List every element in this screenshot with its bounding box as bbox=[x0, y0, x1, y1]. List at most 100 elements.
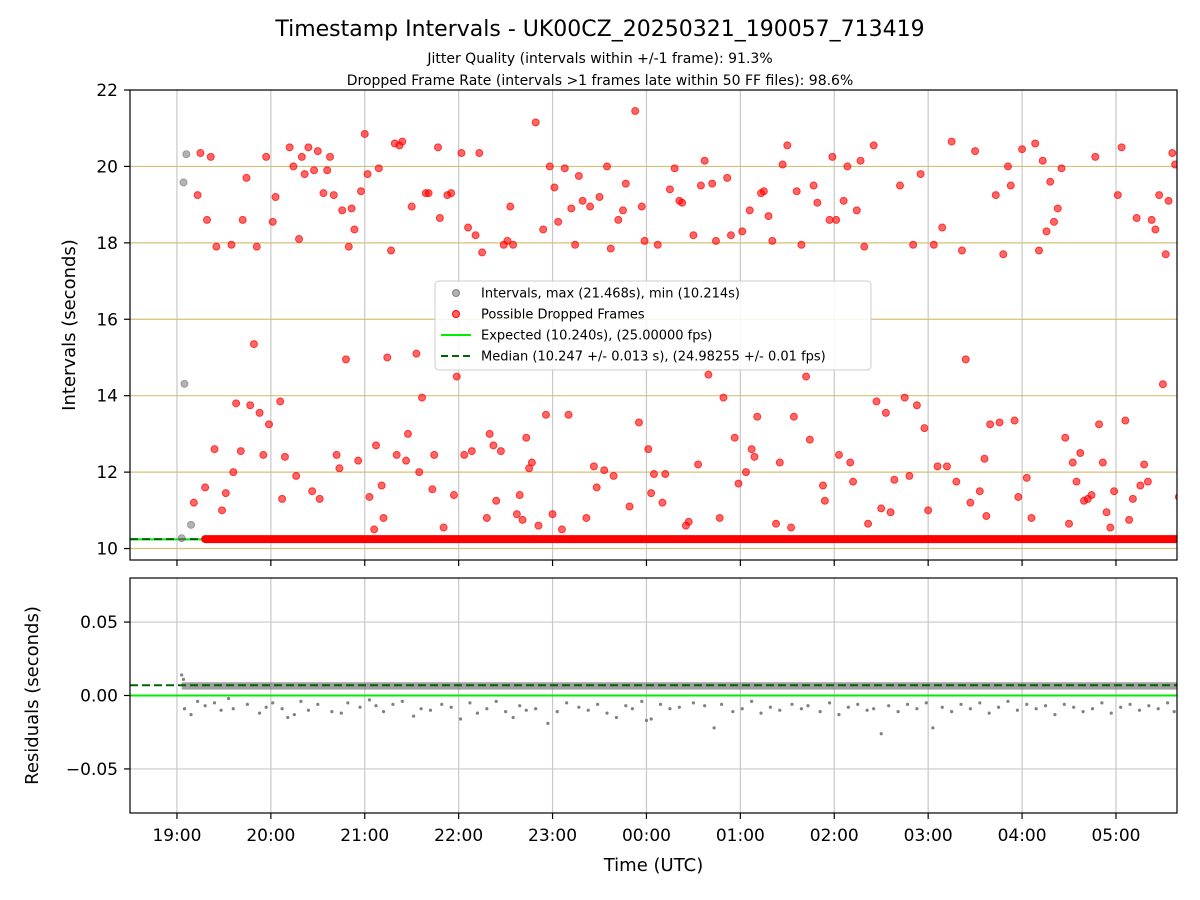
dropped-frame-point bbox=[201, 483, 210, 492]
dropped-frame-point bbox=[415, 468, 424, 477]
dropped-frame-point bbox=[403, 429, 412, 438]
dropped-frame-point bbox=[402, 456, 411, 465]
dropped-frame-point bbox=[625, 502, 634, 511]
dropped-frame-point bbox=[609, 471, 618, 480]
dropped-frame-point bbox=[506, 202, 515, 211]
residual-point bbox=[316, 702, 320, 706]
xlabel: Time (UTC) bbox=[603, 855, 704, 876]
dropped-frame-point bbox=[834, 450, 843, 459]
residual-point bbox=[846, 705, 850, 709]
residual-point bbox=[299, 699, 303, 703]
residual-point bbox=[905, 702, 910, 706]
dropped-frame-point bbox=[661, 470, 670, 479]
dropped-frame-point bbox=[999, 250, 1008, 259]
dropped-frame-point bbox=[1003, 162, 1012, 171]
bottom-ytick-label: 0.00 bbox=[80, 687, 118, 707]
residual-point bbox=[203, 704, 207, 708]
dropped-frame-point bbox=[895, 181, 904, 190]
dropped-frame-point bbox=[206, 152, 215, 161]
residuals-plot: 0.05 0.00 −0.05 19:00 20:00 21:00 22:00 23:00 00… bbox=[22, 577, 1178, 876]
residual-point bbox=[924, 701, 928, 705]
dropped-frame-point bbox=[734, 479, 743, 488]
dropped-frame-point bbox=[689, 231, 698, 240]
residual-point bbox=[837, 712, 841, 717]
dropped-frame-point bbox=[271, 192, 280, 201]
dropped-frame-point bbox=[1091, 152, 1100, 161]
dropped-frame-point bbox=[221, 489, 230, 498]
residual-point bbox=[799, 707, 803, 711]
dropped-frame-point bbox=[966, 498, 975, 507]
dropped-frame-point bbox=[1121, 416, 1130, 425]
xtick-label: 05:00 bbox=[1091, 826, 1140, 846]
bottom-ytick-label: 0.05 bbox=[80, 613, 118, 633]
dropped-frame-point bbox=[249, 340, 258, 349]
dropped-frame-point bbox=[1027, 513, 1036, 522]
dropped-frame-point bbox=[452, 372, 461, 381]
dropped-frame-point bbox=[764, 212, 773, 221]
bottom-ylabel: Residuals (seconds) bbox=[22, 606, 43, 785]
residual-point bbox=[565, 701, 569, 705]
dropped-frame-point bbox=[268, 217, 277, 226]
dropped-frame-point bbox=[877, 504, 886, 513]
dropped-frame-point bbox=[665, 185, 674, 194]
dropped-frame-point bbox=[924, 506, 933, 515]
residual-point bbox=[931, 726, 935, 730]
dropped-frame-point bbox=[252, 242, 261, 251]
dropped-frame-point bbox=[1018, 145, 1027, 154]
dropped-frame-point bbox=[832, 215, 841, 224]
dropped-frame-point bbox=[975, 487, 984, 496]
dropped-frame-point bbox=[631, 107, 640, 116]
dropped-frame-point bbox=[1193, 440, 1200, 447]
dropped-frame-point bbox=[1186, 514, 1193, 521]
dropped-frame-point bbox=[839, 196, 848, 205]
dropped-frame-point bbox=[745, 206, 754, 215]
dropped-frame-point bbox=[741, 468, 750, 477]
dropped-frame-point bbox=[789, 412, 798, 421]
dropped-frame-point bbox=[372, 441, 381, 450]
dropped-frame-point bbox=[387, 246, 396, 255]
dropped-frame-point bbox=[527, 458, 536, 467]
dropped-frame-point bbox=[218, 506, 227, 515]
residual-point bbox=[624, 704, 628, 708]
residual-point bbox=[428, 708, 433, 712]
xtick-label: 21:00 bbox=[340, 826, 389, 846]
dropped-frame-point bbox=[1053, 204, 1062, 213]
dropped-frame-point bbox=[210, 445, 219, 454]
residual-point bbox=[750, 699, 754, 703]
residual-point bbox=[475, 711, 480, 715]
dropped-frame-point bbox=[1125, 515, 1134, 524]
top-ytick-label: 10 bbox=[96, 540, 118, 560]
residual-point bbox=[778, 708, 782, 712]
dropped-frame-point bbox=[447, 189, 456, 198]
xtick-label: 19:00 bbox=[152, 826, 201, 846]
residual-point bbox=[915, 707, 919, 711]
interval-point bbox=[187, 520, 196, 529]
residual-point bbox=[555, 710, 559, 714]
residual-point bbox=[440, 702, 444, 706]
residual-point bbox=[1053, 712, 1057, 717]
dropped-frame-point bbox=[467, 447, 476, 456]
dropped-frame-point bbox=[952, 477, 961, 486]
dropped-frame-point bbox=[1161, 250, 1170, 259]
residual-point bbox=[614, 715, 619, 720]
dropped-frame-point bbox=[1095, 420, 1104, 429]
dropped-frame-point bbox=[1076, 449, 1085, 458]
dropped-frame-point bbox=[398, 137, 407, 146]
dropped-frame-point bbox=[912, 401, 921, 410]
dropped-frame-point bbox=[846, 458, 855, 467]
dropped-frame-point bbox=[637, 202, 646, 211]
dropped-frame-point bbox=[595, 192, 604, 201]
dropped-frame-point bbox=[300, 170, 309, 179]
dropped-frame-point bbox=[1022, 473, 1031, 482]
residual-point bbox=[968, 707, 973, 711]
dropped-frame-point bbox=[759, 187, 768, 196]
dropped-frame-point bbox=[227, 240, 236, 249]
dropped-frame-point bbox=[986, 420, 995, 429]
residual-dense-band bbox=[181, 682, 1177, 690]
dropped-frame-point bbox=[350, 225, 359, 234]
dropped-frame-point bbox=[1155, 191, 1164, 200]
residual-point bbox=[586, 708, 590, 712]
residual-point bbox=[790, 702, 794, 706]
xtick-label: 00:00 bbox=[622, 826, 671, 846]
dropped-frame-point bbox=[696, 181, 705, 190]
